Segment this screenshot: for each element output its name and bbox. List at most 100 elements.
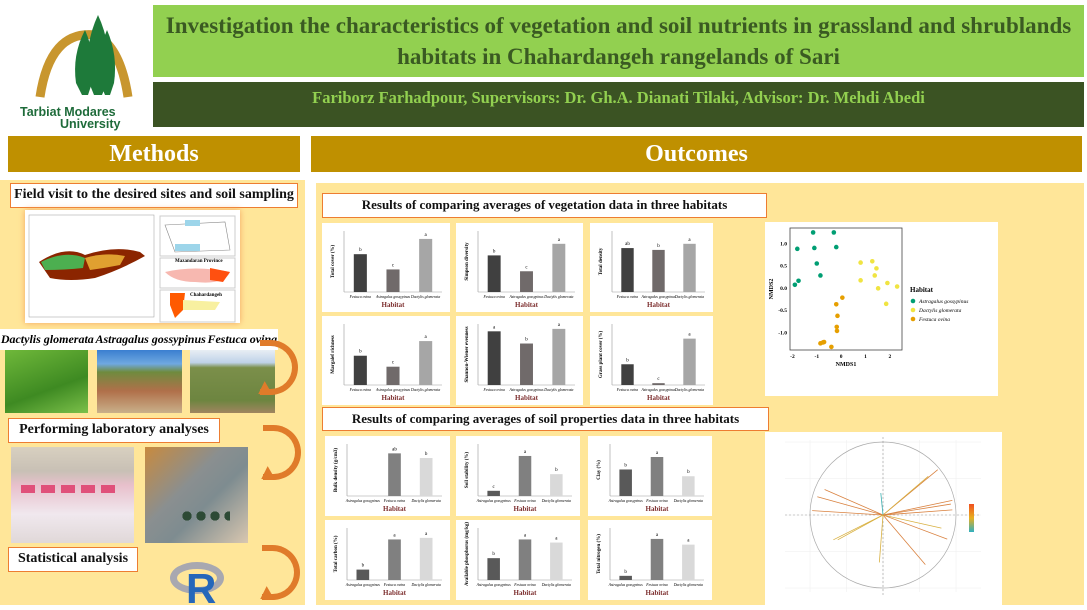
x-tick-label: Astragalus gossypinus [640, 295, 676, 299]
x-tick-label: Festuca ovina [383, 583, 406, 587]
data-point [834, 324, 840, 330]
x-tick-label: Dactylis glomerata [674, 388, 704, 392]
x-tick-label: Dactylis glomerata [410, 295, 440, 299]
y-axis-label: Simpson diversity [465, 242, 470, 281]
data-point [875, 286, 881, 291]
bar [552, 243, 566, 292]
y-tick-label: -0.5 [778, 308, 787, 314]
bar [386, 366, 400, 385]
significance-letter: b [425, 452, 428, 457]
bar [487, 331, 501, 385]
x-tick-label: Astragalus gossypinus [476, 583, 512, 587]
significance-letter: c [392, 361, 395, 366]
bar [353, 355, 367, 385]
x-tick-label: Festuca ovina [645, 499, 668, 503]
variable-arrow [882, 509, 953, 516]
x-tick-label: 0 [840, 354, 843, 360]
y-axis-label: Total density [599, 247, 604, 275]
bar-chart: Total nitrogen (%) b Astragalus gossypinus… [588, 520, 712, 600]
bar [419, 341, 433, 385]
flow-arrow-icon [263, 425, 301, 480]
flow-arrow-icon [260, 340, 298, 395]
x-tick-label: Dactylis glomerata [673, 499, 703, 503]
x-axis-label: Habitat [647, 301, 671, 309]
y-axis-label: Soil stability (%) [465, 452, 470, 488]
study-area-map: Mazandaran Province Chahardangeh [25, 210, 240, 323]
significance-letter: b [359, 248, 362, 253]
r-logo: R [168, 560, 228, 605]
significance-letter: a [524, 450, 527, 455]
significance-letter: b [359, 350, 362, 355]
significance-letter: b [624, 570, 627, 575]
legend-marker [910, 307, 916, 313]
data-point [812, 245, 817, 251]
x-tick-label: Astragalus gossypinus [375, 295, 411, 299]
data-point [814, 261, 820, 266]
y-tick-label: 1.0 [780, 242, 787, 248]
data-point [869, 258, 875, 264]
photo-lab-flasks [145, 447, 248, 543]
x-axis-label: Habitat [514, 505, 538, 513]
x-tick-label: Astragalus gossypinus [640, 388, 676, 392]
bar [621, 248, 634, 292]
significance-letter: b [525, 338, 528, 343]
y-axis-label: Grass plant cover (%) [599, 331, 604, 379]
y-axis-label: Available phosphorus (mg/kg) [465, 522, 470, 586]
y-tick-label: 0.5 [780, 264, 787, 270]
x-tick-label: Dactylis glomerata [410, 388, 440, 392]
x-tick-label: Dactylis glomerata [411, 583, 441, 587]
data-point [833, 244, 839, 250]
data-point [840, 295, 845, 300]
data-point [874, 266, 879, 271]
significance-letter: a [555, 537, 558, 542]
x-tick-label: Astragalus gossypinus [608, 583, 644, 587]
significance-letter: b [555, 468, 558, 473]
bar [520, 343, 533, 385]
x-axis-label: Habitat [647, 394, 671, 402]
bar-chart: Bulk density (g/cm3) Astragalus gossypinu… [325, 436, 450, 516]
x-axis-label: NMDS1 [836, 362, 857, 368]
data-point [883, 301, 889, 307]
bar [621, 364, 634, 385]
significance-letter: a [656, 533, 659, 538]
soil-results-heading: Results of comparing averages of soil pr… [322, 407, 769, 431]
bar [683, 243, 696, 292]
x-tick-label: 2 [888, 354, 891, 360]
significance-letter: b [492, 552, 495, 557]
legend-marker [910, 316, 916, 322]
x-tick-label: Festuca ovina [616, 295, 639, 299]
x-tick-label: Astragalus gossypinus [375, 388, 411, 392]
significance-letter: a [524, 533, 527, 538]
nmds-plot: -2 -1 0 1 2 -1.0 -0.5 0.0 0.5 1.0 NMDS1 NMDS2 Astrag… [765, 222, 998, 396]
cypress-trees-icon [35, 15, 133, 98]
bar-chart: Margalef richness b Festuca ovina c Astragal… [322, 316, 450, 405]
photo-astragalus [97, 350, 182, 413]
photo-dactylis [5, 350, 88, 413]
significance-letter: a [493, 325, 496, 330]
significance-letter: c [392, 263, 395, 268]
bar [682, 476, 695, 496]
map-label-province: Mazandaran Province [175, 259, 223, 264]
bar [550, 474, 563, 496]
x-axis-label: Habitat [382, 394, 406, 402]
bar [650, 457, 664, 496]
legend-marker [910, 298, 916, 304]
y-axis-label: Total nitrogen (%) [597, 534, 602, 574]
significance-letter: a [687, 539, 690, 544]
x-tick-label: Dactylis glomerata [541, 499, 571, 503]
bar [419, 458, 433, 496]
x-axis-label: Habitat [515, 301, 539, 309]
x-axis-label: Habitat [646, 505, 670, 513]
significance-letter: c [525, 265, 528, 270]
bar [356, 569, 370, 580]
x-tick-label: Festuca ovina [383, 499, 406, 503]
bar-chart: Total carbon (%) b Astragalus gossypinus a F… [325, 520, 450, 600]
y-tick-label: 0.0 [780, 286, 787, 292]
bar-chart: Soil stability (%) c Astragalus gossypinus… [456, 436, 580, 516]
significance-letter: b [493, 249, 496, 254]
bar [619, 469, 632, 496]
bar [419, 537, 433, 580]
significance-letter: b [687, 470, 690, 475]
bar-chart: Shannon-Wiener evenness a Festuca ovina b As… [456, 316, 583, 405]
y-axis-label: NMDS2 [769, 279, 775, 300]
